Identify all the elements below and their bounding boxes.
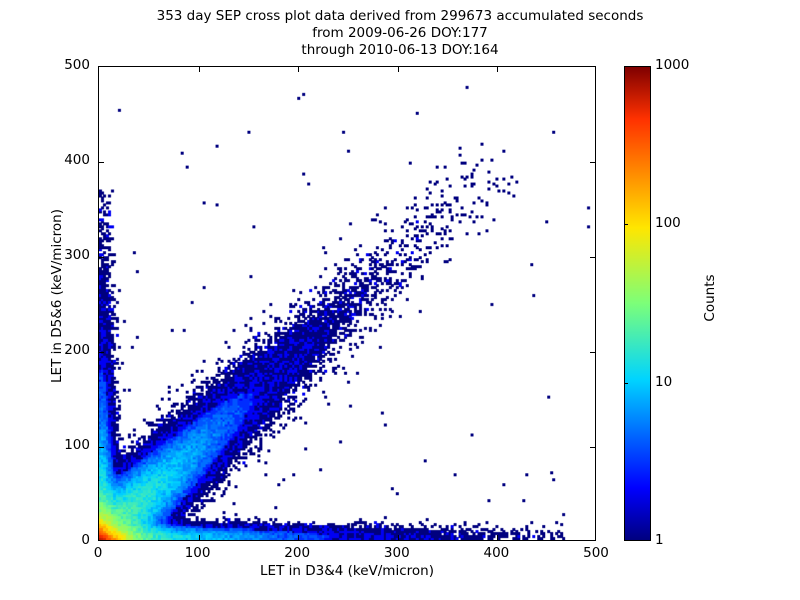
y-tick-label-1: 100 (64, 437, 90, 453)
y-axis-label: LET in D5&6 (keV/micron) (49, 209, 65, 383)
x-tick-2 (298, 535, 300, 540)
colorbar-tick-label-1: 10 (655, 373, 673, 390)
x-tick-1 (198, 535, 200, 540)
x-tick-top-2 (298, 67, 300, 72)
y-tick-right-1 (590, 447, 595, 448)
x-tick-label-4: 400 (483, 545, 510, 561)
y-tick-3 (99, 257, 104, 258)
colorbar-gradient (624, 66, 651, 541)
x-tick-label-3: 300 (383, 545, 410, 561)
title-line-2: from 2009-06-26 DOY:177 (312, 25, 488, 41)
y-tick-1 (99, 447, 104, 448)
x-tick-top-4 (497, 67, 499, 72)
colorbar-tick-1 (624, 382, 628, 384)
title-line-1: 353 day SEP cross plot data derived from… (156, 8, 644, 24)
y-tick-right-4 (590, 162, 595, 163)
colorbar-tick-label-0: 1 (655, 532, 664, 548)
y-tick-label-4: 400 (64, 152, 90, 168)
y-tick-label-3: 300 (64, 247, 90, 263)
x-tick-top-3 (397, 67, 399, 72)
colorbar-tick-label-3: 1000 (655, 57, 690, 73)
colorbar-tick-2 (624, 224, 628, 226)
density-scatter-plot (99, 67, 595, 540)
y-tick-2 (99, 352, 104, 353)
y-tick-right-3 (590, 257, 595, 258)
y-tick-label-5: 500 (64, 57, 90, 73)
colorbar-title: Counts (702, 274, 718, 322)
title-line-3: through 2010-06-13 DOY:164 (301, 42, 499, 58)
x-tick-label-1: 100 (184, 545, 211, 561)
x-axis-label: LET in D3&4 (keV/micron) (260, 563, 434, 579)
colorbar (624, 66, 651, 541)
chart-title: 353 day SEP cross plot data derived from… (0, 8, 800, 59)
y-tick-right-2 (590, 352, 595, 353)
x-tick-label-2: 200 (284, 545, 311, 561)
plot-area (98, 66, 596, 541)
colorbar-tick-label-2: 100 (655, 215, 681, 232)
x-tick-label-0: 0 (93, 545, 103, 561)
y-tick-label-0: 0 (81, 532, 90, 548)
x-tick-4 (497, 535, 499, 540)
x-tick-3 (397, 535, 399, 540)
y-tick-4 (99, 162, 104, 163)
y-tick-label-2: 200 (64, 342, 90, 358)
x-tick-label-5: 500 (583, 545, 609, 561)
x-tick-top-1 (198, 67, 200, 72)
